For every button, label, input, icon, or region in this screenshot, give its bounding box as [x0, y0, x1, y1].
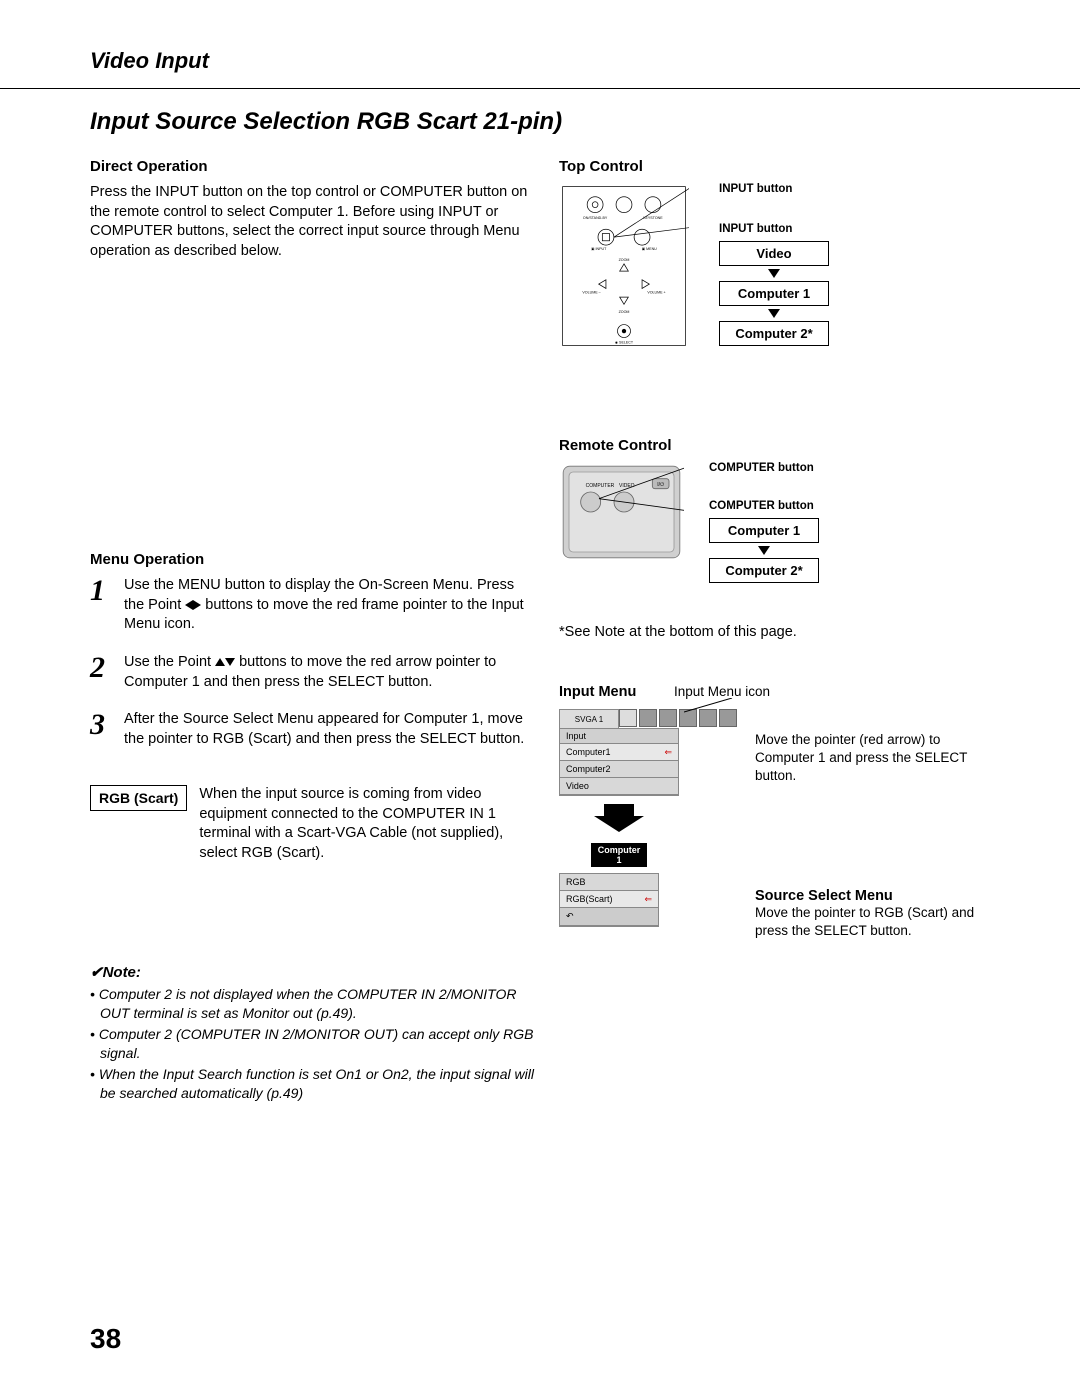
top-control-heading: Top Control	[559, 158, 990, 175]
input-button-label: INPUT button	[719, 223, 829, 235]
rgb-scart-text: When the input source is coming from vid…	[199, 785, 535, 863]
flow-computer2: Computer 2*	[719, 321, 829, 346]
input-menu-panel: Input Computer1 ⇐ Computer2 Video	[559, 728, 679, 796]
input-menu-side-text: Move the pointer (red arrow) to Computer…	[755, 731, 990, 786]
up-arrow-icon	[215, 658, 225, 666]
note-block: ✔Note: Computer 2 is not displayed when …	[90, 963, 535, 1102]
menu-icon	[619, 709, 637, 727]
computer-button-label: COMPUTER button	[709, 500, 819, 512]
svg-text:VIDEO: VIDEO	[619, 483, 635, 489]
left-column: Direct Operation Press the INPUT button …	[90, 158, 535, 1105]
right-arrow-icon	[193, 600, 201, 610]
source-select-panel: RGB RGB(Scart) ⇐ ↶	[559, 873, 659, 927]
callout-line	[684, 698, 784, 714]
source-select-side-text: Move the pointer to RGB (Scart) and pres…	[755, 904, 990, 940]
menu-row-rgbscart: RGB(Scart) ⇐	[560, 891, 658, 908]
note-heading: ✔Note:	[90, 963, 535, 981]
flow-computer1: Computer 1	[719, 281, 829, 306]
note-item: Computer 2 (COMPUTER IN 2/MONITOR OUT) c…	[90, 1025, 535, 1063]
rgb-scart-label: RGB (Scart)	[90, 785, 187, 811]
step-2: 2 Use the Point buttons to move the red …	[90, 653, 535, 692]
section-title: Input Source Selection RGB Scart 21-pin)	[90, 108, 990, 136]
note-list: Computer 2 is not displayed when the COM…	[90, 985, 535, 1102]
step-1: 1 Use the MENU button to display the On-…	[90, 576, 535, 635]
page-number: 38	[90, 1323, 121, 1355]
direct-operation-text: Press the INPUT button on the top contro…	[90, 183, 535, 261]
svg-text:COMPUTER: COMPUTER	[586, 483, 615, 489]
svg-text:ZOOM: ZOOM	[619, 258, 630, 262]
menu-row-computer2: Computer2	[560, 761, 678, 778]
source-select-heading: Source Select Menu	[755, 888, 990, 904]
left-arrow-icon	[185, 600, 193, 610]
step-text: Use the Point buttons to move the red ar…	[124, 653, 535, 692]
input-button-label: INPUT button	[719, 183, 829, 195]
big-down-arrow-icon	[594, 804, 644, 832]
step-text: After the Source Select Menu appeared fo…	[124, 710, 535, 749]
flow-arrow-icon	[768, 269, 780, 278]
svga-label: SVGA 1	[559, 709, 619, 729]
panel-title: Input	[560, 729, 678, 744]
menu-row-back: ↶	[560, 908, 658, 926]
flow-arrow-icon	[768, 309, 780, 318]
direct-operation-heading: Direct Operation	[90, 158, 535, 175]
step-number: 3	[90, 710, 112, 749]
computer1-arrow-label: Computer 1	[591, 843, 647, 867]
menu-icon	[639, 709, 657, 727]
svg-text:VOLUME –: VOLUME –	[582, 290, 600, 294]
note-item: Computer 2 is not displayed when the COM…	[90, 985, 535, 1023]
computer-button-label: COMPUTER button	[709, 462, 819, 474]
menu-row-computer1: Computer1 ⇐	[560, 744, 678, 761]
right-column: Top Control ON/STAND-BY KEYSTONE ▣ INPUT…	[559, 158, 990, 1105]
menu-operation-heading: Menu Operation	[90, 551, 535, 568]
svg-text:ZOOM: ZOOM	[619, 310, 630, 314]
remote-control-diagram: COMPUTER VIDEO I/⏻	[559, 462, 684, 562]
svg-text:ON/STAND-BY: ON/STAND-BY	[583, 216, 608, 220]
menu-row-video: Video	[560, 778, 678, 795]
step-number: 2	[90, 653, 112, 692]
note-item: When the Input Search function is set On…	[90, 1065, 535, 1103]
input-menu-heading: Input Menu	[559, 684, 654, 700]
rgb-scart-row: RGB (Scart) When the input source is com…	[90, 785, 535, 863]
svg-text:◉ SELECT: ◉ SELECT	[615, 340, 634, 344]
svg-text:▣ MENU: ▣ MENU	[642, 247, 657, 251]
remote-control-heading: Remote Control	[559, 437, 990, 454]
chapter-title: Video Input	[90, 48, 990, 74]
flow-arrow-icon	[758, 546, 770, 555]
top-control-diagram: ON/STAND-BY KEYSTONE ▣ INPUT ▣ MENU ZOOM…	[559, 183, 689, 349]
down-arrow-icon	[225, 658, 235, 666]
svg-text:VOLUME +: VOLUME +	[647, 290, 665, 294]
menu-icon	[659, 709, 677, 727]
input-menu-icon-label: Input Menu icon	[674, 684, 990, 699]
step-text: Use the MENU button to display the On-Sc…	[124, 576, 535, 635]
svg-text:I/⏻: I/⏻	[657, 482, 664, 488]
step-3: 3 After the Source Select Menu appeared …	[90, 710, 535, 749]
flow-video: Video	[719, 241, 829, 266]
flow-computer1: Computer 1	[709, 518, 819, 543]
see-note-text: *See Note at the bottom of this page.	[559, 624, 990, 640]
menu-row-rgb: RGB	[560, 874, 658, 891]
horizontal-rule	[0, 88, 1080, 89]
step-number: 1	[90, 576, 112, 635]
flow-computer2: Computer 2*	[709, 558, 819, 583]
svg-text:▣ INPUT: ▣ INPUT	[591, 247, 607, 251]
